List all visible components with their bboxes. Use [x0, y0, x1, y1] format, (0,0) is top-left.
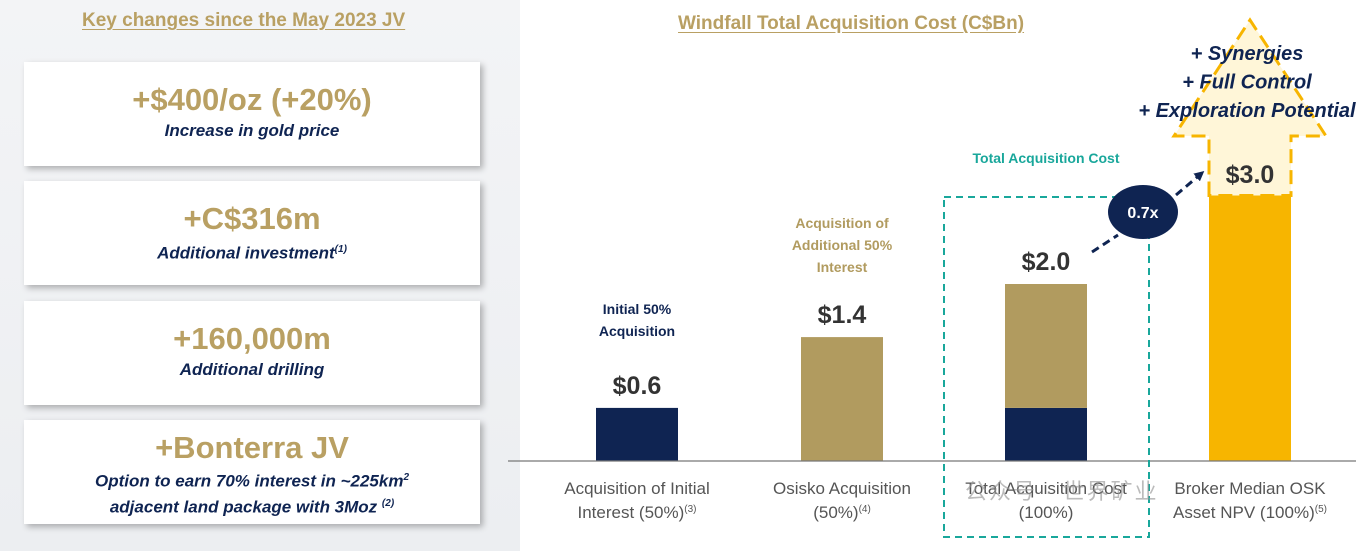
card-subtext: Option to earn 70% interest in ~225km2	[24, 467, 480, 493]
x-tick-label-3-line2: (100%)	[1019, 503, 1074, 522]
bar-2-segment-2	[801, 337, 883, 461]
card-subtext-line2: adjacent land package with 3Moz (2)	[24, 493, 480, 519]
card-investment: +C$316m Additional investment(1)	[24, 181, 480, 285]
upside-label-2: + Full Control	[1182, 72, 1312, 94]
x-tick-label-2: Osisko Acquisition	[773, 479, 911, 498]
bar-4-segment-3	[1209, 195, 1291, 461]
total-cost-box-label: Total Acquisition Cost	[973, 150, 1120, 166]
card-headline: +$400/oz (+20%)	[132, 82, 372, 117]
upside-arrow	[1171, 17, 1329, 197]
superscript: 2	[403, 472, 410, 483]
ratio-connector-left	[1091, 233, 1119, 254]
value-label-1: $0.6	[613, 372, 662, 400]
bar-2-caption: Additional 50%	[792, 237, 893, 253]
x-tick-label-1: Acquisition of Initial	[564, 479, 710, 498]
ratio-badge	[1108, 185, 1178, 239]
bar-1-segment-1	[596, 407, 678, 461]
bar-1-caption: Initial 50%	[603, 301, 672, 317]
ratio-badge-text: 0.7x	[1127, 205, 1158, 222]
x-tick-label-2-line2: (50%)(4)	[813, 503, 871, 522]
bar-2-caption: Interest	[817, 259, 868, 275]
x-tick-label-1-line2: Interest (50%)(3)	[578, 503, 697, 522]
card-headline: +Bonterra JV	[155, 430, 349, 465]
card-subtext: Additional drilling	[179, 360, 325, 379]
footnote-ref: (2)	[381, 497, 395, 509]
left-panel-heading: Key changes since the May 2023 JV	[82, 10, 406, 31]
value-label-2: $1.4	[818, 301, 867, 329]
card-drilling: +160,000m Additional drilling	[24, 301, 480, 405]
bar-3-segment-1	[1005, 407, 1087, 461]
upside-label-3: + Exploration Potential	[1138, 100, 1356, 122]
card-subtext-text: Additional investment	[157, 243, 335, 263]
card-bonterra: +Bonterra JV Option to earn 70% interest…	[24, 420, 480, 524]
footnote-ref: (4)	[859, 504, 871, 515]
bar-1-caption: Acquisition	[599, 323, 675, 339]
watermark: 公众号 · 世界矿业	[965, 479, 1159, 504]
x-tick-label-4: Broker Median OSK	[1174, 479, 1326, 498]
footnote-ref: (1)	[334, 244, 347, 255]
footnote-ref: (5)	[1315, 504, 1327, 515]
card-headline: +160,000m	[173, 321, 331, 356]
bar-3-segment-2	[1005, 284, 1087, 408]
upside-label-1: + Synergies	[1191, 43, 1304, 65]
card-subtext: Additional investment(1)	[24, 239, 480, 265]
total-cost-highlight-box	[943, 196, 1150, 538]
x-tick-label-4-line2: Asset NPV (100%)(5)	[1173, 503, 1327, 522]
value-label-3: $2.0	[1022, 248, 1071, 276]
card-headline: +C$316m	[183, 201, 321, 236]
chart-title: Windfall Total Acquisition Cost (C$Bn)	[678, 13, 1025, 34]
card-subtext-text: adjacent land package with 3Moz	[109, 497, 378, 517]
ratio-arrow	[1175, 171, 1205, 197]
card-subtext: Increase in gold price	[164, 121, 340, 140]
footnote-ref: (3)	[684, 504, 696, 515]
x-tick-label-3: Total Acquisition Cost	[965, 479, 1127, 498]
card-gold-price: +$400/oz (+20%) Increase in gold price	[24, 62, 480, 166]
value-label-4: $3.0	[1226, 161, 1275, 189]
card-subtext-text: Option to earn 70% interest in ~225km	[94, 471, 404, 491]
bar-2-caption: Acquisition of	[795, 215, 889, 231]
